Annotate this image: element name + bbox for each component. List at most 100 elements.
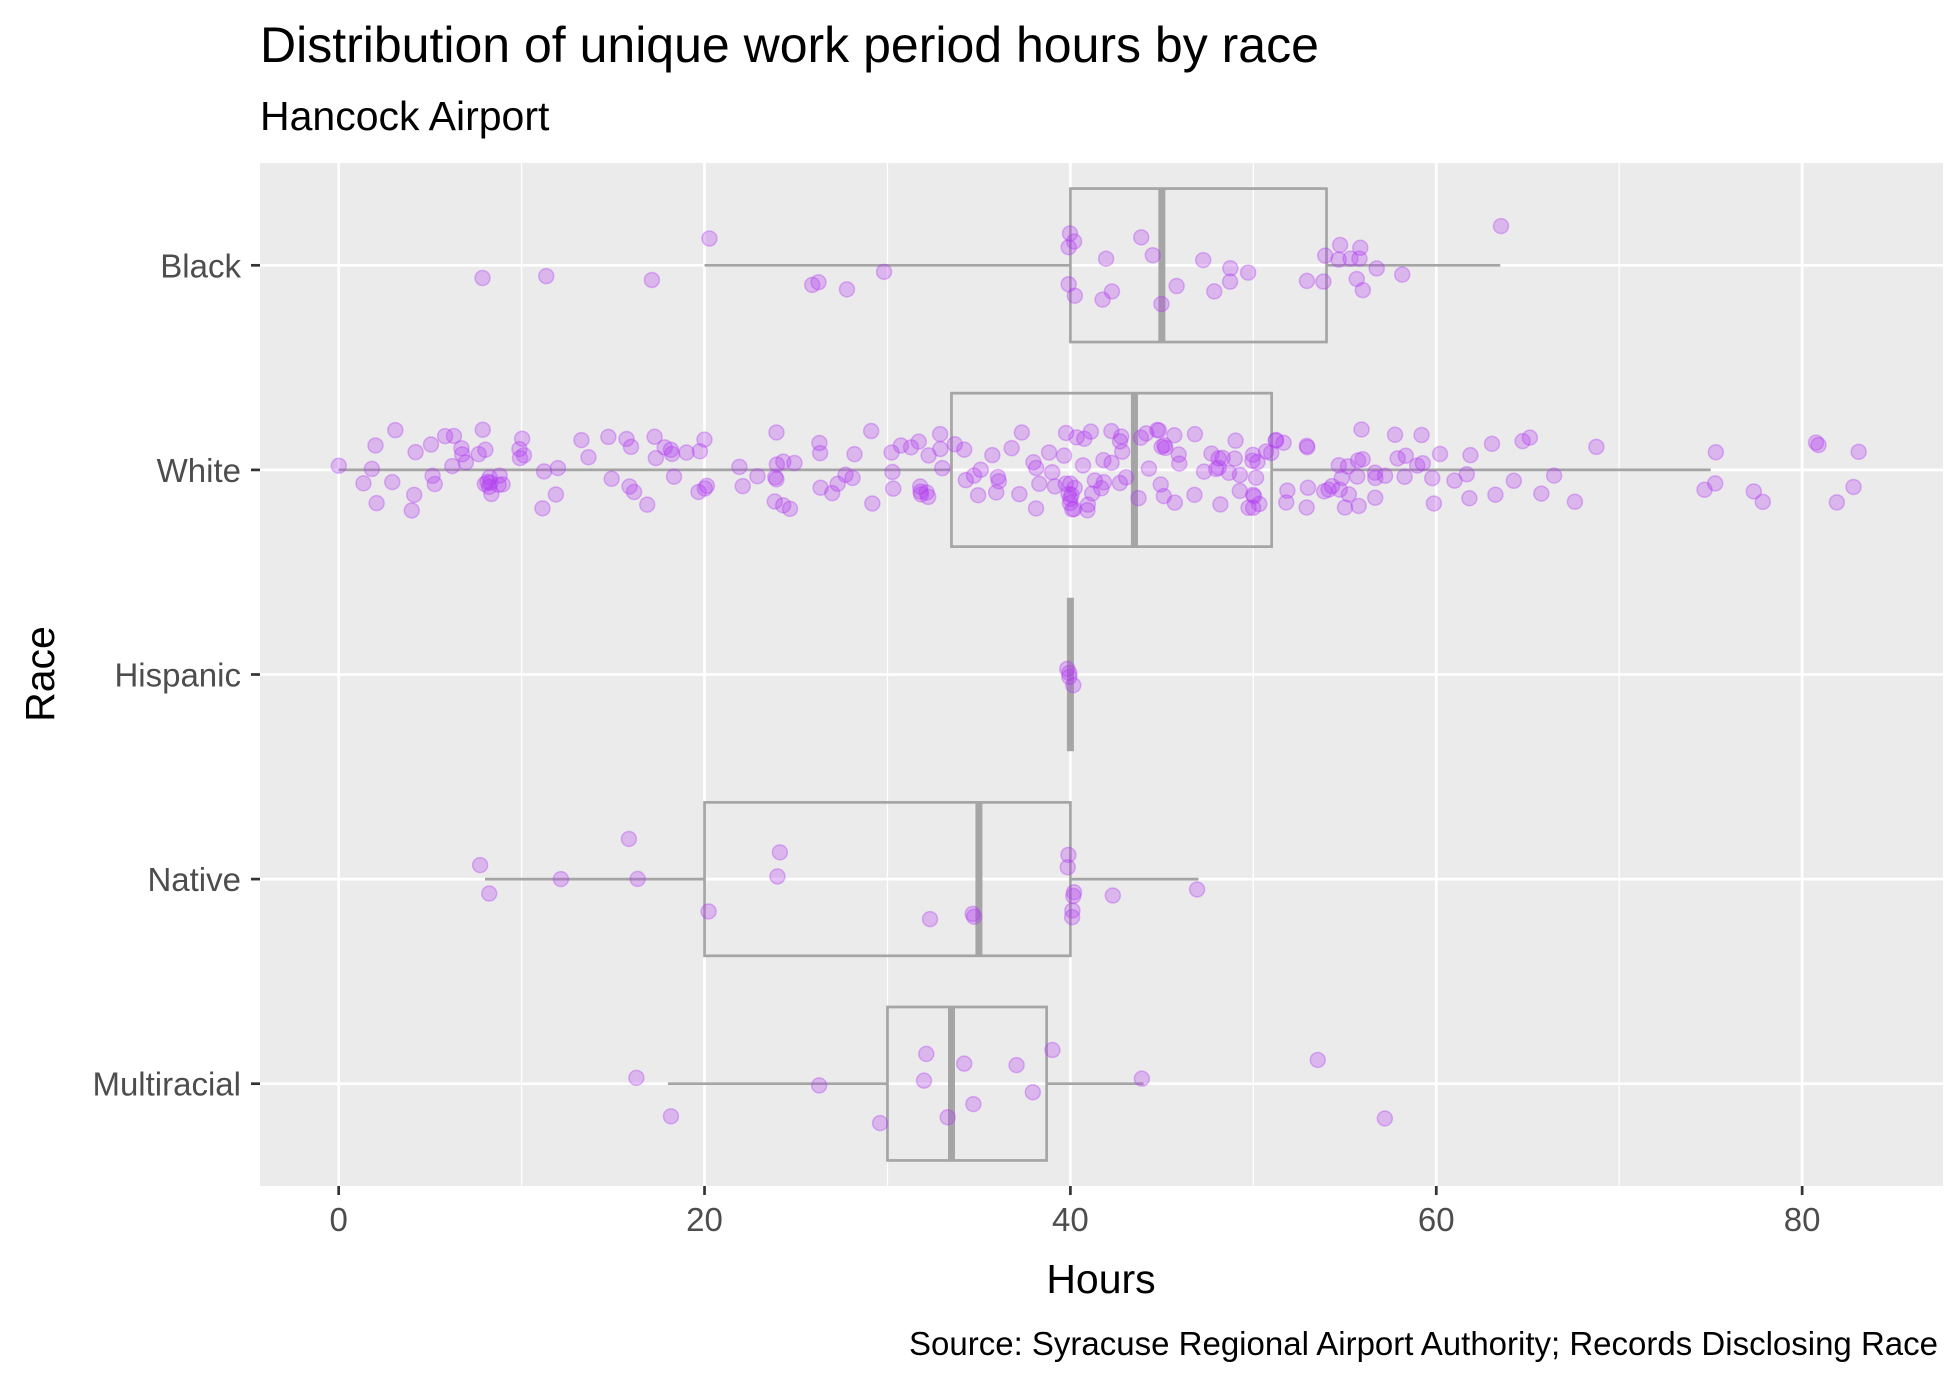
data-point: [1188, 881, 1206, 898]
data-point: [910, 433, 927, 450]
data-point: [1094, 291, 1111, 308]
data-point: [1065, 676, 1082, 694]
data-point: [1003, 439, 1020, 457]
data-point: [1566, 493, 1584, 510]
x-tick-label: 40: [1052, 1201, 1089, 1238]
data-point: [368, 494, 385, 512]
data-point: [1112, 428, 1130, 445]
data-point: [1195, 463, 1213, 480]
data-point: [511, 440, 528, 458]
data-point: [1850, 443, 1867, 461]
data-point: [547, 486, 565, 503]
data-point: [734, 477, 751, 495]
data-point: [1057, 424, 1075, 442]
data-point: [1082, 423, 1100, 440]
data-point: [768, 424, 785, 441]
data-point: [1168, 277, 1185, 295]
data-point: [1487, 486, 1504, 503]
data-point: [656, 439, 673, 456]
data-point: [1240, 499, 1257, 516]
data-point: [1279, 482, 1296, 499]
data-point: [1065, 233, 1083, 250]
data-point: [1514, 432, 1531, 450]
data-point: [537, 267, 555, 285]
data-point: [1492, 217, 1510, 235]
data-point: [1330, 456, 1348, 474]
data-point: [662, 441, 680, 458]
data-point: [1244, 452, 1261, 470]
data-point: [1024, 1083, 1042, 1101]
data-point: [1245, 487, 1263, 505]
data-point: [662, 1108, 680, 1125]
data-point: [1065, 887, 1082, 905]
box-iqr: [886, 1005, 1048, 1162]
data-point: [403, 502, 420, 519]
data-point: [1845, 478, 1862, 496]
data-point: [1320, 481, 1337, 498]
data-point: [552, 870, 570, 888]
data-point: [513, 430, 531, 447]
data-point: [1103, 454, 1120, 472]
data-point: [1031, 475, 1048, 493]
data-point: [494, 476, 511, 493]
data-point: [1104, 887, 1122, 904]
data-point: [1396, 468, 1413, 486]
data-point: [1150, 422, 1168, 439]
y-tick-label: Hispanic: [114, 657, 241, 694]
data-point: [1275, 434, 1292, 451]
data-point: [1095, 451, 1112, 469]
data-point: [1222, 259, 1239, 277]
data-point: [1011, 485, 1028, 503]
data-point: [1348, 468, 1366, 485]
data-point: [1055, 447, 1073, 464]
data-point: [1588, 438, 1605, 456]
data-point: [1132, 229, 1150, 246]
data-point: [1210, 459, 1227, 476]
boxplots: [338, 187, 1711, 1162]
data-point: [535, 463, 553, 480]
data-point: [1203, 445, 1220, 462]
data-point: [696, 480, 714, 497]
data-point: [1299, 479, 1317, 497]
data-point: [426, 475, 444, 493]
data-point: [1061, 664, 1078, 682]
data-point: [1339, 458, 1357, 475]
data-point: [1386, 426, 1404, 443]
data-point: [1414, 454, 1432, 472]
data-point: [1231, 466, 1249, 484]
data-point: [1458, 466, 1476, 483]
data-point: [1807, 434, 1825, 451]
data-point: [810, 1077, 828, 1094]
data-point: [474, 421, 491, 438]
data-point: [647, 449, 665, 467]
data-point: [1113, 443, 1131, 460]
y-tick-label: Multiracial: [92, 1066, 241, 1103]
data-point: [698, 477, 716, 495]
data-point: [1025, 454, 1042, 471]
x-axis-title: Hours: [1046, 1256, 1155, 1302]
data-point: [1210, 450, 1227, 467]
data-point: [771, 844, 789, 861]
data-point: [1262, 444, 1280, 462]
y-tick-label: Native: [147, 861, 241, 898]
data-point: [696, 431, 713, 448]
data-point: [1060, 485, 1077, 503]
data-point: [1828, 494, 1846, 511]
data-point: [603, 470, 620, 488]
data-point: [1350, 497, 1367, 515]
boxplot-multiracial: [667, 1005, 1144, 1162]
data-point: [781, 500, 799, 518]
data-point: [965, 467, 983, 484]
data-point: [1206, 283, 1223, 300]
data-point: [1220, 464, 1238, 482]
data-point: [1079, 496, 1097, 513]
data-point: [1117, 469, 1135, 486]
x-tick-label: 80: [1784, 1201, 1821, 1238]
data-point: [1278, 494, 1295, 511]
data-point: [1132, 429, 1150, 446]
data-point: [580, 448, 597, 466]
data-point: [1065, 883, 1083, 901]
data-point: [1063, 908, 1081, 926]
boxplot-black: [704, 187, 1501, 344]
